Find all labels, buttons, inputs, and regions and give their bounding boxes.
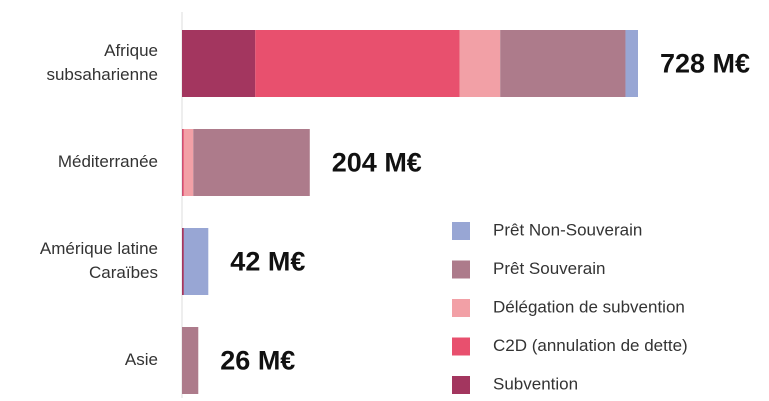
legend-swatch [452, 376, 470, 394]
legend-label: Prêt Non-Souverain [493, 220, 642, 239]
legend-swatch [452, 222, 470, 240]
legend-label: Subvention [493, 374, 578, 393]
legend-label: Délégation de subvention [493, 297, 685, 316]
bar-segment [183, 228, 209, 295]
bar-segment [182, 30, 256, 97]
total-label: 728 M€ [660, 49, 750, 79]
bar-segment [182, 129, 184, 196]
category-label: Méditerranée [58, 152, 158, 171]
category-label: Afrique [104, 41, 158, 60]
total-label: 26 M€ [220, 346, 295, 376]
category-label: Asie [125, 350, 158, 369]
bar-segment [182, 129, 183, 196]
legend-swatch [452, 299, 470, 317]
category-label: Caraïbes [89, 263, 158, 282]
legend-swatch [452, 260, 470, 279]
bar-segment [255, 30, 460, 97]
bar-segment [500, 30, 626, 97]
bar-segment [182, 228, 184, 295]
bar-segment [183, 129, 194, 196]
category-label: subsaharienne [46, 65, 158, 84]
bar-segment [625, 30, 638, 97]
category-label: Amérique latine [40, 239, 158, 258]
legend-swatch [452, 337, 470, 356]
legend-label: C2D (annulation de dette) [493, 336, 688, 355]
bar-segment [182, 327, 199, 394]
total-label: 42 M€ [230, 247, 305, 277]
bar-segment [193, 129, 310, 196]
bar-segment [459, 30, 501, 97]
legend-label: Prêt Souverain [493, 259, 605, 278]
total-label: 204 M€ [332, 148, 422, 178]
